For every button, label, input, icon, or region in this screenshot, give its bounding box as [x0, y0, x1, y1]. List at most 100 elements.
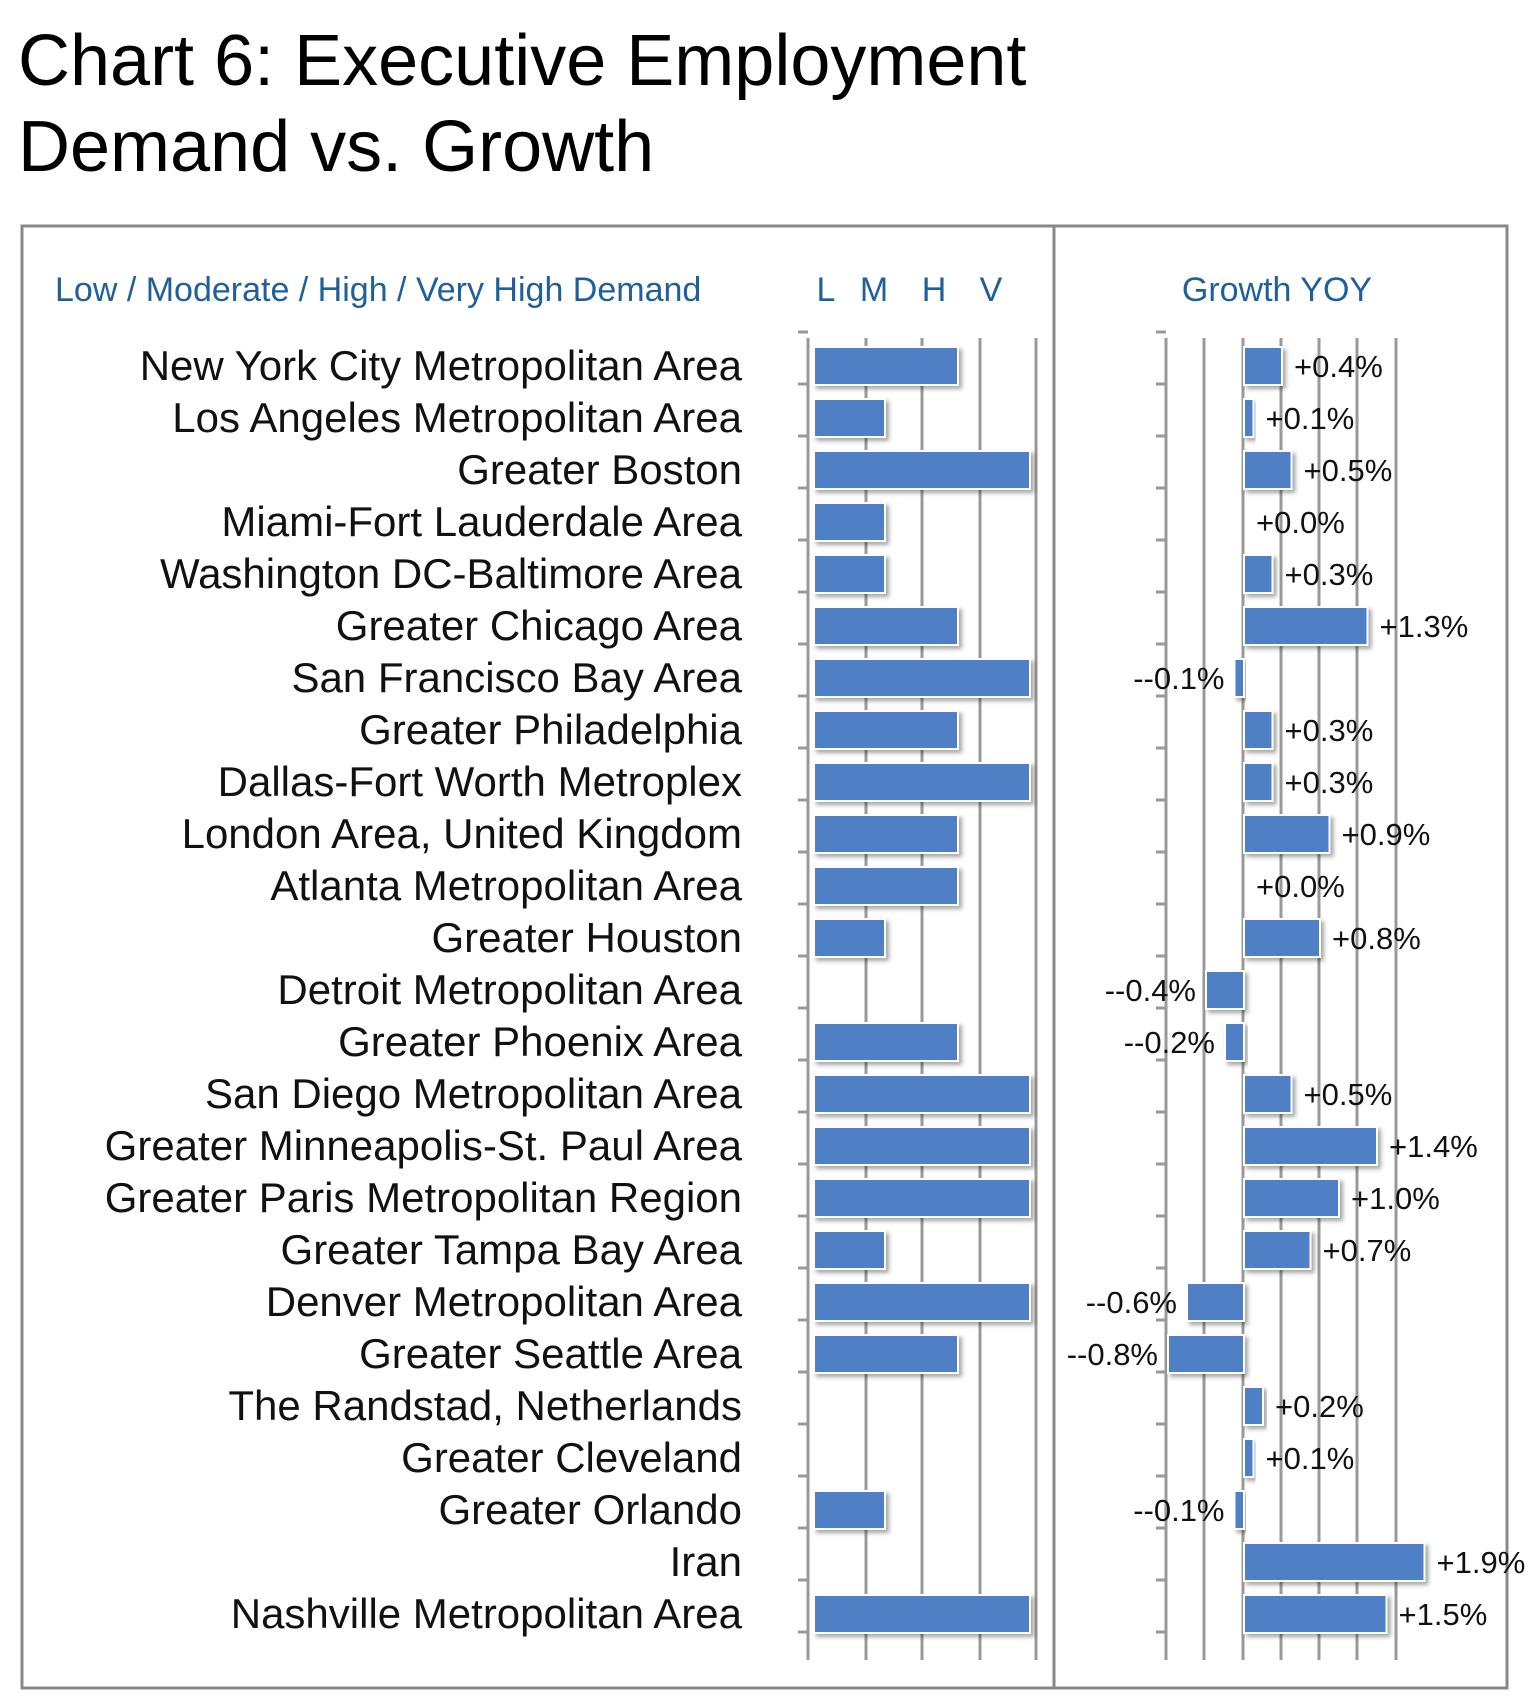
table-row: Dallas-Fort Worth Metroplex +0.3%	[218, 758, 1374, 805]
table-row: Atlanta Metropolitan Area +0.0%	[270, 862, 1344, 909]
table-row: Greater Boston +0.5%	[457, 446, 1392, 493]
growth-value-label: +0.3%	[1285, 557, 1374, 592]
table-row: Greater Seattle Area --0.8%	[359, 1330, 1245, 1377]
growth-value-label: +0.0%	[1256, 869, 1345, 904]
chart-title: Chart 6: Executive Employment Demand vs.…	[18, 21, 1027, 187]
demand-bar	[813, 1334, 959, 1374]
category-label: Greater Phoenix Area	[338, 1018, 743, 1065]
demand-level-label: M	[860, 271, 888, 309]
growth-bar	[1243, 1386, 1264, 1426]
growth-value-label: --0.1%	[1133, 661, 1224, 696]
table-row: New York City Metropolitan Area +0.4%	[140, 342, 1383, 389]
table-row: Greater Tampa Bay Area +0.7%	[281, 1226, 1412, 1273]
category-label: Dallas-Fort Worth Metroplex	[218, 758, 742, 805]
growth-bar	[1243, 554, 1274, 594]
growth-bar	[1186, 1282, 1245, 1322]
demand-bar	[813, 658, 1031, 698]
growth-value-label: +0.7%	[1323, 1233, 1412, 1268]
demand-bar	[813, 1126, 1031, 1166]
demand-bar	[813, 710, 959, 750]
category-label: Denver Metropolitan Area	[266, 1278, 743, 1325]
growth-value-label: +0.1%	[1266, 401, 1355, 436]
growth-value-label: +1.4%	[1389, 1129, 1478, 1164]
demand-level-label: L	[817, 271, 836, 309]
table-row: San Diego Metropolitan Area +0.5%	[205, 1070, 1392, 1117]
category-label: Greater Seattle Area	[359, 1330, 743, 1377]
growth-bar	[1243, 606, 1369, 646]
table-row: Iran +1.9%	[670, 1538, 1526, 1585]
demand-bar	[813, 450, 1031, 490]
demand-bar	[813, 1282, 1031, 1322]
category-label: Greater Tampa Bay Area	[281, 1226, 743, 1273]
growth-bar	[1243, 1230, 1312, 1270]
growth-value-label: --0.6%	[1086, 1285, 1177, 1320]
demand-bar	[813, 554, 886, 594]
growth-bar	[1243, 346, 1283, 386]
table-row: Washington DC-Baltimore Area +0.3%	[160, 550, 1373, 597]
chart-rows: New York City Metropolitan Area +0.4% Los …	[105, 342, 1526, 1637]
growth-value-label: +0.5%	[1304, 1077, 1393, 1112]
table-row: Denver Metropolitan Area --0.6%	[266, 1278, 1245, 1325]
category-label: Nashville Metropolitan Area	[231, 1590, 743, 1637]
growth-bar	[1243, 710, 1274, 750]
demand-bar	[813, 1230, 886, 1270]
growth-bar	[1243, 1178, 1340, 1218]
growth-value-label: +0.8%	[1332, 921, 1421, 956]
category-label: Miami-Fort Lauderdale Area	[221, 498, 742, 545]
category-label: The Randstad, Netherlands	[228, 1382, 742, 1429]
growth-bar	[1224, 1022, 1245, 1062]
growth-bar	[1243, 1438, 1255, 1478]
growth-value-label: +0.3%	[1285, 713, 1374, 748]
growth-value-label: +0.9%	[1342, 817, 1431, 852]
growth-panel-frame	[1052, 224, 1509, 1690]
table-row: The Randstad, Netherlands +0.2%	[228, 1382, 1363, 1429]
category-label: Greater Minneapolis-St. Paul Area	[105, 1122, 743, 1169]
growth-value-label: --0.2%	[1124, 1025, 1215, 1060]
growth-value-label: +0.0%	[1256, 505, 1345, 540]
demand-bar	[813, 606, 959, 646]
demand-bar	[813, 398, 886, 438]
category-label: Greater Cleveland	[401, 1434, 742, 1481]
demand-bar	[813, 866, 959, 906]
demand-panel-header: Low / Moderate / High / Very High Demand	[55, 271, 701, 309]
growth-value-label: +1.5%	[1399, 1597, 1488, 1632]
growth-bar	[1243, 398, 1255, 438]
growth-bar	[1233, 658, 1245, 698]
table-row: Nashville Metropolitan Area +1.5%	[231, 1590, 1488, 1637]
category-label: Washington DC-Baltimore Area	[160, 550, 743, 597]
growth-panel-header: Growth YOY	[1182, 271, 1372, 309]
category-label: Greater Philadelphia	[359, 706, 743, 753]
demand-bar	[813, 1178, 1031, 1218]
growth-value-label: +1.0%	[1351, 1181, 1440, 1216]
table-row: Miami-Fort Lauderdale Area +0.0%	[221, 498, 1344, 545]
table-row: Greater Minneapolis-St. Paul Area +1.4%	[105, 1122, 1478, 1169]
demand-bar	[813, 346, 959, 386]
category-label: Greater Chicago Area	[336, 602, 743, 649]
table-row: Greater Orlando --0.1%	[439, 1486, 1245, 1533]
table-row: Detroit Metropolitan Area --0.4%	[277, 966, 1245, 1013]
category-label: Iran	[670, 1538, 742, 1585]
table-row: Los Angeles Metropolitan Area +0.1%	[172, 394, 1354, 441]
category-label: Detroit Metropolitan Area	[277, 966, 742, 1013]
table-row: London Area, United Kingdom +0.9%	[182, 810, 1431, 857]
demand-bar	[813, 1074, 1031, 1114]
growth-bar	[1167, 1334, 1245, 1374]
category-label: Greater Paris Metropolitan Region	[105, 1174, 742, 1221]
growth-value-label: +1.9%	[1437, 1545, 1526, 1580]
growth-value-label: --0.8%	[1067, 1337, 1158, 1372]
growth-bar	[1243, 762, 1274, 802]
demand-level-label: V	[980, 271, 1003, 309]
category-label: Los Angeles Metropolitan Area	[172, 394, 742, 441]
demand-bar	[813, 502, 886, 542]
demand-level-label: H	[922, 271, 947, 309]
demand-bar	[813, 1594, 1031, 1634]
growth-bar	[1243, 450, 1293, 490]
growth-value-label: +1.3%	[1380, 609, 1469, 644]
growth-bar	[1243, 1126, 1378, 1166]
table-row: Greater Phoenix Area --0.2%	[338, 1018, 1245, 1065]
growth-bar	[1243, 1594, 1388, 1634]
category-label: San Francisco Bay Area	[291, 654, 742, 701]
demand-bar	[813, 814, 959, 854]
